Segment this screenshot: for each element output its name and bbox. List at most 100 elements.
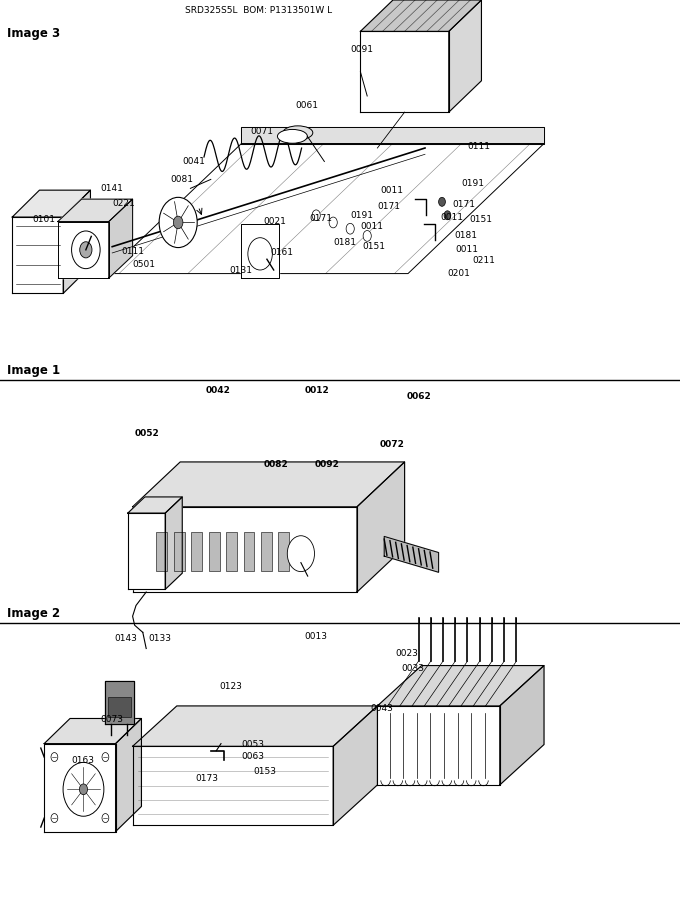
Text: 0091: 0091 (350, 45, 373, 54)
Circle shape (439, 197, 445, 206)
Bar (226, 533, 237, 570)
Circle shape (63, 762, 104, 816)
Circle shape (102, 753, 109, 762)
Text: 0072: 0072 (379, 440, 405, 448)
Polygon shape (58, 199, 133, 222)
Text: SRD325S5L  BOM: P1313501W L: SRD325S5L BOM: P1313501W L (185, 6, 332, 15)
Text: 0073: 0073 (101, 715, 124, 724)
Bar (261, 533, 272, 570)
Circle shape (312, 210, 320, 221)
Polygon shape (105, 681, 134, 724)
Text: 0062: 0062 (407, 392, 431, 401)
Polygon shape (133, 746, 333, 825)
Polygon shape (12, 190, 90, 217)
Text: 0021: 0021 (264, 217, 287, 226)
Text: 0071: 0071 (250, 127, 273, 136)
Text: 0042: 0042 (205, 386, 231, 395)
Bar (279, 533, 290, 570)
Text: 0153: 0153 (253, 767, 276, 776)
Text: 0013: 0013 (305, 632, 328, 641)
Polygon shape (165, 497, 182, 589)
Polygon shape (128, 513, 165, 589)
Text: 0011: 0011 (441, 213, 464, 222)
Text: 0033: 0033 (401, 664, 424, 673)
Polygon shape (333, 706, 377, 825)
Text: 0131: 0131 (230, 266, 253, 275)
Text: Image 1: Image 1 (7, 364, 60, 377)
Polygon shape (241, 127, 544, 144)
Text: 0023: 0023 (396, 649, 419, 658)
Bar (108, 697, 131, 717)
Text: 0061: 0061 (296, 101, 319, 110)
Text: 0173: 0173 (196, 774, 219, 783)
Text: 0171: 0171 (377, 202, 401, 211)
Text: 0161: 0161 (271, 248, 294, 257)
Polygon shape (44, 744, 116, 832)
Text: 0011: 0011 (381, 186, 404, 195)
Circle shape (71, 231, 100, 269)
Polygon shape (133, 507, 357, 592)
Ellipse shape (283, 126, 313, 140)
Text: 0211: 0211 (473, 256, 496, 265)
Polygon shape (12, 217, 63, 293)
Text: 0043: 0043 (371, 704, 394, 713)
Circle shape (287, 536, 314, 571)
Bar (191, 533, 202, 570)
Text: 0191: 0191 (461, 179, 484, 188)
Text: 0063: 0063 (241, 752, 265, 761)
Circle shape (363, 231, 371, 241)
Circle shape (102, 814, 109, 823)
Text: 0221: 0221 (112, 199, 135, 208)
Text: 0053: 0053 (241, 740, 265, 749)
Text: 0081: 0081 (170, 175, 193, 184)
Polygon shape (377, 706, 500, 785)
Text: 0041: 0041 (182, 157, 205, 166)
Text: 0092: 0092 (314, 460, 339, 469)
Text: 0011: 0011 (360, 222, 384, 231)
Text: 0111: 0111 (468, 142, 491, 151)
Circle shape (248, 238, 272, 270)
Text: 0052: 0052 (135, 429, 159, 438)
Text: 0101: 0101 (33, 215, 56, 224)
Polygon shape (377, 666, 544, 706)
Text: 0191: 0191 (350, 211, 373, 220)
Text: 0141: 0141 (101, 184, 124, 193)
Text: 0123: 0123 (219, 682, 242, 691)
Text: 0111: 0111 (121, 247, 144, 256)
Text: 0201: 0201 (447, 269, 471, 278)
Polygon shape (241, 224, 279, 278)
Circle shape (173, 216, 183, 229)
Circle shape (51, 814, 58, 823)
Text: 0133: 0133 (148, 634, 171, 643)
Text: 0143: 0143 (114, 634, 137, 643)
Text: Image 3: Image 3 (7, 27, 60, 39)
Text: 0501: 0501 (133, 260, 156, 269)
Circle shape (159, 197, 197, 248)
Polygon shape (128, 497, 182, 513)
Polygon shape (133, 706, 377, 746)
Text: 0163: 0163 (71, 756, 95, 765)
Text: Image 2: Image 2 (7, 607, 60, 620)
Polygon shape (63, 190, 90, 293)
Bar (156, 533, 167, 570)
Text: 0171: 0171 (309, 214, 333, 223)
Text: 0181: 0181 (333, 238, 356, 247)
Polygon shape (116, 718, 141, 832)
Text: 0012: 0012 (305, 386, 329, 395)
Text: 0151: 0151 (469, 215, 492, 224)
Polygon shape (449, 0, 481, 112)
Polygon shape (105, 144, 544, 274)
Text: 0151: 0151 (362, 242, 386, 251)
Polygon shape (360, 0, 481, 31)
Circle shape (80, 242, 92, 258)
Polygon shape (357, 462, 405, 592)
Circle shape (444, 211, 451, 220)
Text: 0011: 0011 (456, 245, 479, 254)
Polygon shape (500, 666, 544, 785)
Circle shape (329, 217, 337, 228)
Circle shape (346, 223, 354, 234)
Circle shape (80, 784, 88, 795)
Bar (174, 533, 185, 570)
Polygon shape (44, 718, 141, 744)
Polygon shape (58, 222, 109, 278)
